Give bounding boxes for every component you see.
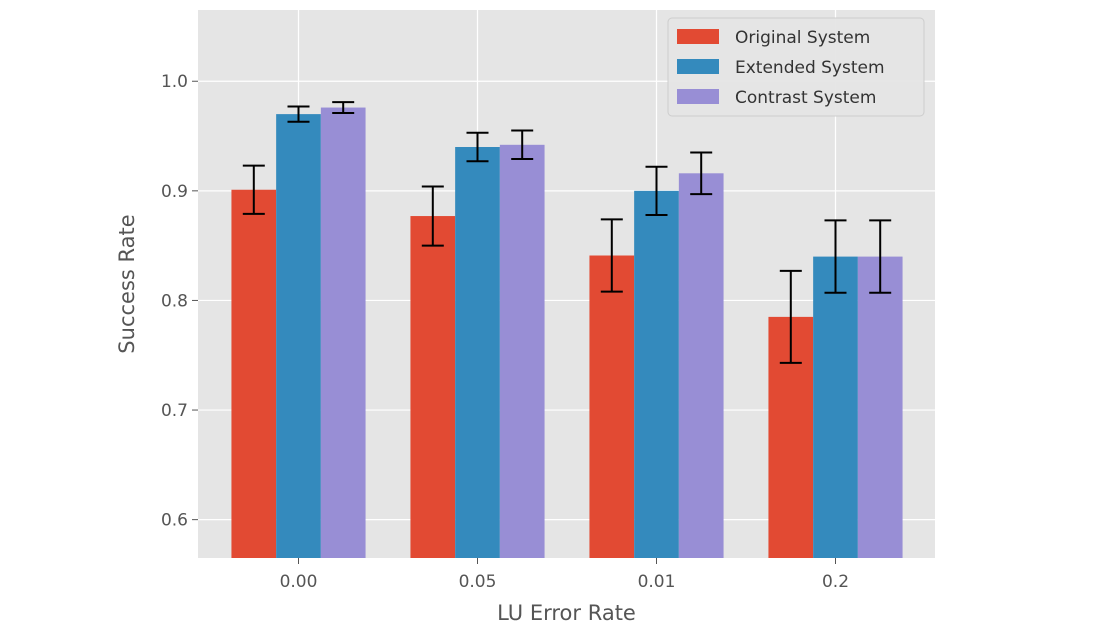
error-bar — [332, 101, 355, 115]
y-tick-label: 1.0 — [161, 72, 188, 92]
y-tick-label: 0.8 — [161, 291, 188, 311]
error-bar — [690, 151, 713, 196]
bar-extended-system — [634, 190, 679, 558]
error-bar — [600, 218, 623, 293]
x-tick-label: 0.2 — [822, 572, 849, 592]
legend-swatch — [677, 89, 719, 104]
bar-extended-system — [276, 114, 321, 559]
legend-item: Contrast System — [677, 88, 876, 108]
bars — [231, 107, 903, 559]
bar-contrast-system — [678, 173, 724, 558]
bar-original-system — [231, 189, 277, 558]
error-bar — [466, 131, 489, 163]
error-bar — [421, 185, 444, 247]
y-tick-label: 0.9 — [161, 182, 188, 202]
legend-label: Extended System — [735, 58, 885, 78]
bar-original-system — [589, 255, 635, 558]
x-tick-label: 0.01 — [638, 572, 676, 592]
legend-box — [667, 17, 925, 117]
error-bars — [242, 101, 892, 364]
error-bar — [511, 129, 534, 161]
legend-label: Contrast System — [735, 88, 876, 108]
bar-original-system — [410, 216, 456, 558]
x-axis-label: LU Error Rate — [497, 601, 636, 625]
y-tick-label: 0.6 — [161, 511, 188, 531]
error-bar — [645, 165, 668, 216]
legend-swatch — [677, 29, 719, 44]
legend-swatch — [677, 59, 719, 74]
bar-contrast-system — [320, 107, 366, 558]
y-axis-ticks: 0.6 0.7 0.8 0.9 1.0 — [161, 72, 198, 531]
x-axis-ticks: 0.00 0.05 0.01 0.2 — [280, 558, 849, 592]
bar-extended-system — [813, 256, 858, 558]
x-tick-label: 0.05 — [459, 572, 497, 592]
error-bar — [287, 105, 310, 123]
error-bar — [779, 269, 802, 364]
y-tick-label: 0.7 — [161, 401, 188, 421]
error-bar — [869, 219, 892, 294]
legend-item: Original System — [677, 28, 870, 48]
x-tick-label: 0.00 — [280, 572, 318, 592]
bar-extended-system — [455, 147, 500, 558]
error-bar — [242, 164, 265, 215]
error-bar — [824, 219, 847, 294]
y-axis-label: Success Rate — [115, 214, 139, 353]
legend-label: Original System — [735, 28, 870, 48]
bar-contrast-system — [857, 256, 903, 558]
legend: Original System Extended System Contrast S… — [667, 17, 925, 117]
legend-item: Extended System — [677, 58, 885, 78]
bar-contrast-system — [499, 144, 545, 559]
